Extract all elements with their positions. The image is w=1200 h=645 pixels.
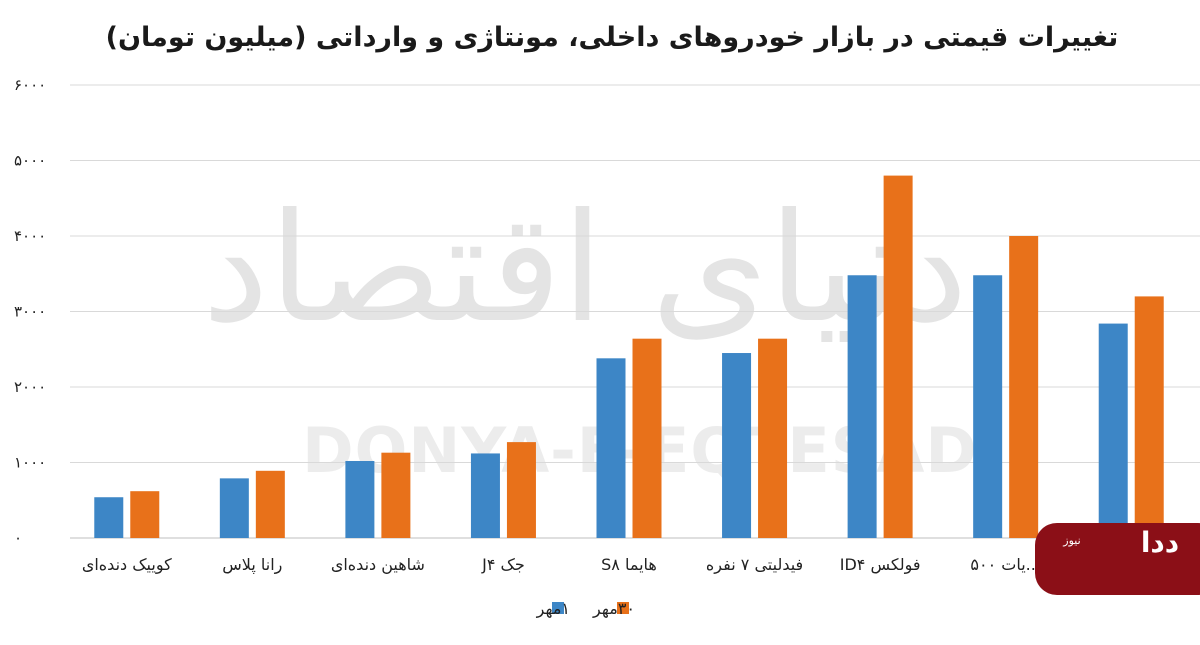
bar-series-2 [1134,296,1164,538]
bars [94,175,1164,538]
bar-series-1 [596,358,626,538]
bar-series-2 [758,338,788,538]
y-tick-label: ۶۰۰۰ [14,76,46,94]
bar-series-1 [1098,323,1128,538]
watermark-persian: دنیای اقتصاد [202,182,968,356]
legend-label-series-2: ۳۰مهر [592,599,635,619]
x-category-label: کوییک دنده‌ای [82,555,172,575]
legend: ۱مهر ۳۰مهر [536,599,635,619]
bar-series-2 [506,442,536,538]
bar-series-2 [255,470,285,538]
bar-series-1 [470,453,500,538]
legend-swatch-series-2 [617,602,629,614]
x-category-label: فیدلیتی ۷ نفره [706,555,803,575]
bar-series-2 [1009,236,1039,538]
y-tick-label: ۴۰۰۰ [14,227,46,245]
legend-swatch-series-1 [552,602,564,614]
bar-series-1 [847,275,877,538]
y-axis-ticks: ۰ ۱۰۰۰ ۲۰۰۰ ۳۰۰۰ ۴۰۰۰ ۵۰۰۰ ۶۰۰۰ [14,76,46,547]
bar-series-2 [381,452,411,538]
logo-mark: ددا [1141,526,1179,559]
x-category-label: رانا پلاس [222,555,282,575]
x-category-label: ...یات ۵۰۰ [970,555,1041,574]
x-category-label: هایما S۸ [601,555,657,574]
y-tick-label: ۵۰۰۰ [14,152,46,170]
x-category-label: شاهین دنده‌ای [331,555,425,575]
bar-series-2 [130,491,160,538]
bar-series-1 [94,497,124,538]
legend-label-series-1: ۱مهر [536,599,570,619]
y-tick-label: ۳۰۰۰ [14,303,46,321]
x-category-label: فولکس ID۴ [840,555,921,575]
x-axis-labels: کوییک دنده‌ای رانا پلاس شاهین دنده‌ای جک J۴… [82,555,1041,575]
logo-badge: ددا نیوز [1035,523,1200,595]
bar-series-1 [345,460,375,538]
logo-small-text: نیوز [1062,534,1080,547]
logo-background [1035,523,1200,595]
y-tick-label: ۰ [14,529,22,547]
bar-series-2 [632,338,662,538]
y-tick-label: ۲۰۰۰ [14,378,46,396]
bar-series-1 [722,353,752,538]
x-category-label: جک J۴ [481,555,525,574]
y-tick-label: ۱۰۰۰ [14,454,46,472]
chart-title: تغییرات قیمتی در بازار خودروهای داخلی، م… [106,22,1119,53]
bar-series-1 [219,478,249,538]
bar-series-2 [883,175,913,538]
bar-series-1 [973,275,1003,538]
